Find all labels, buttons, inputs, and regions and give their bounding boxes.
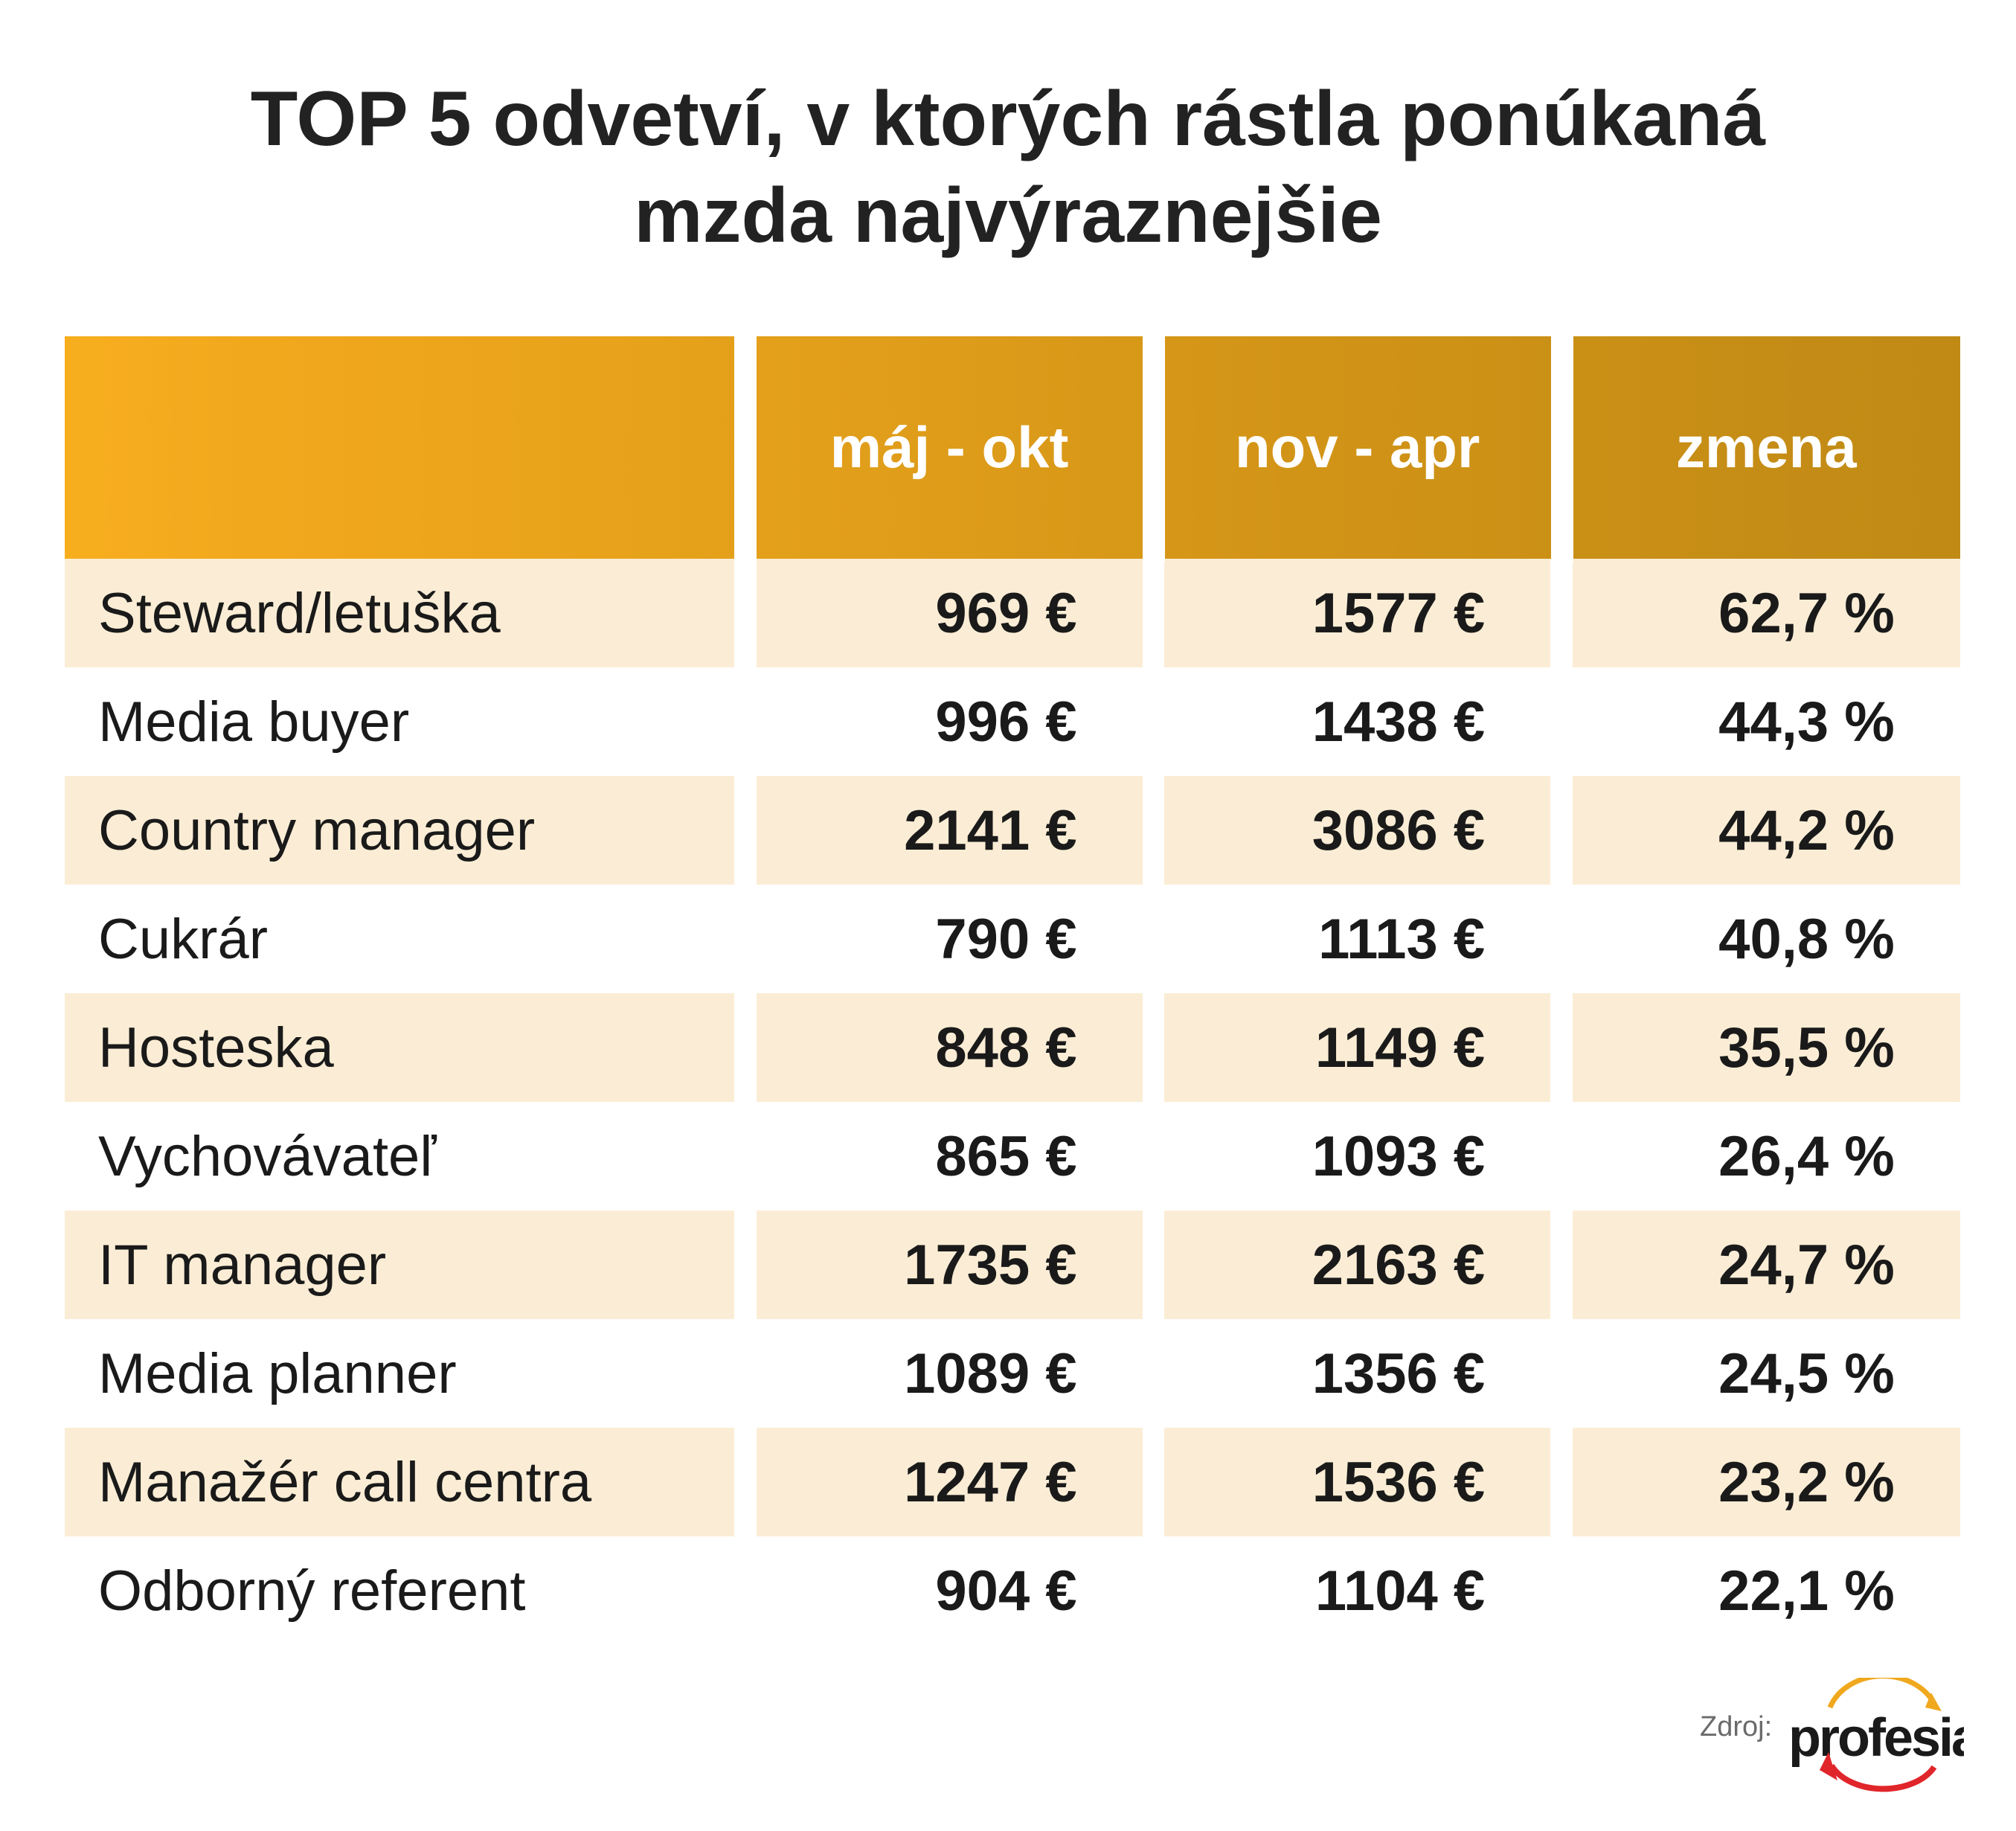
profesia-logo: profesia: [1788, 1678, 1964, 1792]
value-nov-apr: 1104 €: [1314, 1559, 1486, 1623]
table-row: Cukrár 790 € 1113 € 40,8 %: [65, 885, 1960, 993]
logo-text: profesia: [1788, 1708, 1964, 1768]
value-change: 26,4 %: [1718, 1124, 1895, 1188]
table-row: Country manager 2141 €3086 €44,2 %: [65, 776, 1960, 885]
job-name: Steward/letuška: [65, 559, 734, 667]
table-row: Manažér call centra 1247 €1536 €23,2 %: [65, 1428, 1960, 1536]
value-may-oct: 865 €: [935, 1124, 1077, 1188]
table-row: Media buyer 996 € 1438 € 44,3 %: [65, 667, 1960, 776]
header-may-oct: máj - okt: [829, 414, 1069, 480]
column-divider: [1143, 335, 1165, 562]
value-change: 62,7 %: [1572, 559, 1960, 667]
value-change: 23,2 %: [1572, 1428, 1960, 1536]
job-name: IT manager: [65, 1210, 734, 1319]
value-change: 22,1 %: [1718, 1559, 1895, 1623]
value-nov-apr: 1536 €: [1164, 1428, 1551, 1536]
value-nov-apr: 1577 €: [1164, 559, 1551, 667]
value-may-oct: 1735 €: [756, 1210, 1143, 1319]
value-may-oct: 904 €: [935, 1559, 1077, 1623]
column-divider: [734, 335, 757, 562]
salary-table: máj - okt nov - apr zmena Steward/letušk…: [65, 335, 1960, 1645]
table-row: Vychovávateľ 865 € 1093 € 26,4 %: [65, 1102, 1960, 1210]
value-change: 35,5 %: [1572, 993, 1960, 1102]
column-divider: [1551, 335, 1573, 562]
header-empty: [65, 336, 734, 559]
value-may-oct: 848 €: [756, 993, 1143, 1102]
value-nov-apr: 1093 €: [1312, 1124, 1486, 1188]
title-line-2: mzda najvýraznejšie: [634, 173, 1382, 259]
value-may-oct: 2141 €: [756, 776, 1143, 885]
value-nov-apr: 1113 €: [1318, 907, 1486, 971]
value-may-oct: 1247 €: [756, 1428, 1143, 1536]
value-may-oct: 1089 €: [904, 1341, 1077, 1405]
table-row: IT manager 1735 €2163 €24,7 %: [65, 1210, 1960, 1319]
value-change: 44,2 %: [1572, 776, 1960, 885]
job-name: Odborný referent: [98, 1559, 526, 1623]
table-row: Odborný referent 904 € 1104 € 22,1 %: [65, 1536, 1960, 1645]
table-row: Media planner 1089 € 1356 € 24,5 %: [65, 1319, 1960, 1428]
job-name: Country manager: [65, 776, 734, 885]
value-change: 24,5 %: [1718, 1341, 1895, 1405]
job-name: Media buyer: [98, 690, 410, 754]
value-nov-apr: 3086 €: [1164, 776, 1551, 885]
source-label: Zdroj:: [1700, 1711, 1773, 1742]
value-change: 44,3 %: [1718, 690, 1895, 754]
value-may-oct: 969 €: [756, 559, 1143, 667]
value-change: 24,7 %: [1572, 1210, 1960, 1319]
value-nov-apr: 2163 €: [1164, 1210, 1551, 1319]
header-change: zmena: [1675, 414, 1857, 480]
value-nov-apr: 1356 €: [1312, 1341, 1486, 1405]
table-header: máj - okt nov - apr zmena: [65, 335, 1960, 562]
job-name: Manažér call centra: [65, 1428, 734, 1536]
table-row: Steward/letuška 969 €1577 €62,7 %: [65, 559, 1960, 667]
value-change: 40,8 %: [1718, 907, 1895, 971]
page-title: TOP 5 odvetví, v ktorých rástla ponúkaná…: [0, 71, 2016, 264]
job-name: Cukrár: [98, 907, 269, 971]
header-nov-apr: nov - apr: [1235, 414, 1480, 480]
job-name: Vychovávateľ: [98, 1124, 437, 1188]
value-may-oct: 790 €: [935, 907, 1077, 971]
job-name: Hosteska: [65, 993, 734, 1102]
title-line-1: TOP 5 odvetví, v ktorých rástla ponúkaná: [250, 76, 1766, 162]
value-nov-apr: 1149 €: [1164, 993, 1551, 1102]
value-nov-apr: 1438 €: [1312, 690, 1486, 754]
job-name: Media planner: [98, 1341, 457, 1405]
table-row: Hosteska 848 €1149 €35,5 %: [65, 993, 1960, 1102]
value-may-oct: 996 €: [935, 690, 1077, 754]
